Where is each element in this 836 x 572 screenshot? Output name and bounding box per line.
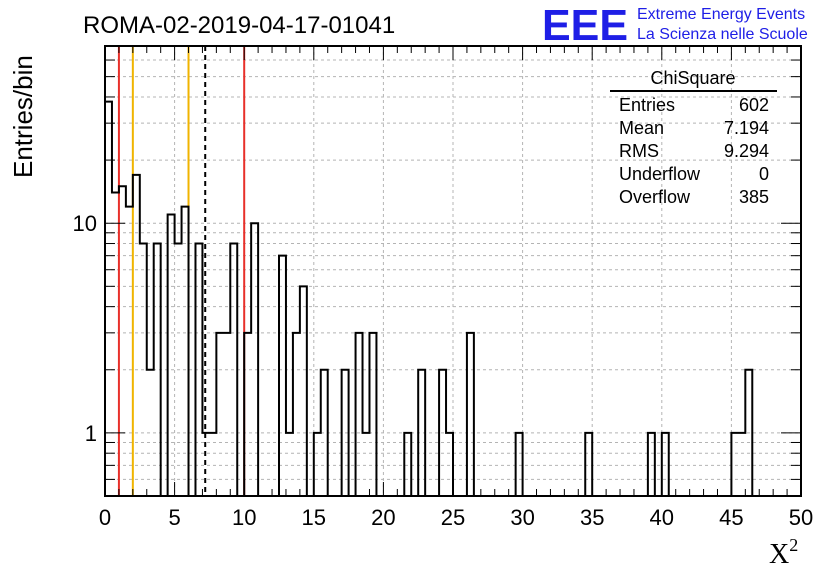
x-axis-label-superscript: 2 <box>789 535 798 555</box>
x-tick-label: 45 <box>719 505 743 530</box>
x-axis-label-base: X <box>769 539 789 570</box>
x-tick-label: 30 <box>510 505 534 530</box>
eee-logo-line2: La Scienza nelle Scuole <box>637 26 808 43</box>
stats-value: 602 <box>739 95 769 115</box>
y-tick-label: 1 <box>85 421 97 446</box>
x-axis-label: X2 <box>769 535 798 570</box>
stats-value: 7.194 <box>724 118 769 138</box>
x-tick-label: 10 <box>232 505 256 530</box>
stats-box: ChiSquare Entries 602 Mean 7.194 RMS 9.294 Und… <box>610 68 777 207</box>
stats-label: Overflow <box>619 187 691 207</box>
reference-lines <box>117 46 246 496</box>
x-tick-label: 50 <box>789 505 813 530</box>
y-tick-label: 10 <box>73 211 97 236</box>
x-tick-label: 0 <box>99 505 111 530</box>
grid-lines <box>105 46 801 496</box>
x-tick-label: 40 <box>650 505 674 530</box>
stats-label: RMS <box>619 141 659 161</box>
x-tick-label: 35 <box>580 505 604 530</box>
stats-value: 9.294 <box>724 141 769 161</box>
stats-value: 0 <box>759 164 769 184</box>
eee-logo-mark: EEE <box>542 1 628 50</box>
x-tick-label: 20 <box>371 505 395 530</box>
stats-title: ChiSquare <box>650 68 735 88</box>
stats-label: Mean <box>619 118 664 138</box>
stats-value: 385 <box>739 187 769 207</box>
x-tick-label: 5 <box>168 505 180 530</box>
tick-labels: 0 5 10 15 20 25 30 35 40 45 50 1 10 <box>73 211 814 530</box>
stats-label: Underflow <box>619 164 701 184</box>
y-axis-label: Entries/bin <box>8 55 38 178</box>
stats-rows: Entries 602 Mean 7.194 RMS 9.294 Underflow 0 Ove… <box>619 95 769 207</box>
eee-logo: EEE Extreme Energy Events La Scienza nel… <box>542 1 808 50</box>
x-tick-label: 15 <box>302 505 326 530</box>
x-tick-label: 25 <box>441 505 465 530</box>
eee-logo-line1: Extreme Energy Events <box>637 6 805 23</box>
chart-title: ROMA-02-2019-04-17-01041 <box>83 12 395 39</box>
axis-ticks <box>104 46 802 496</box>
stats-label: Entries <box>619 95 675 115</box>
